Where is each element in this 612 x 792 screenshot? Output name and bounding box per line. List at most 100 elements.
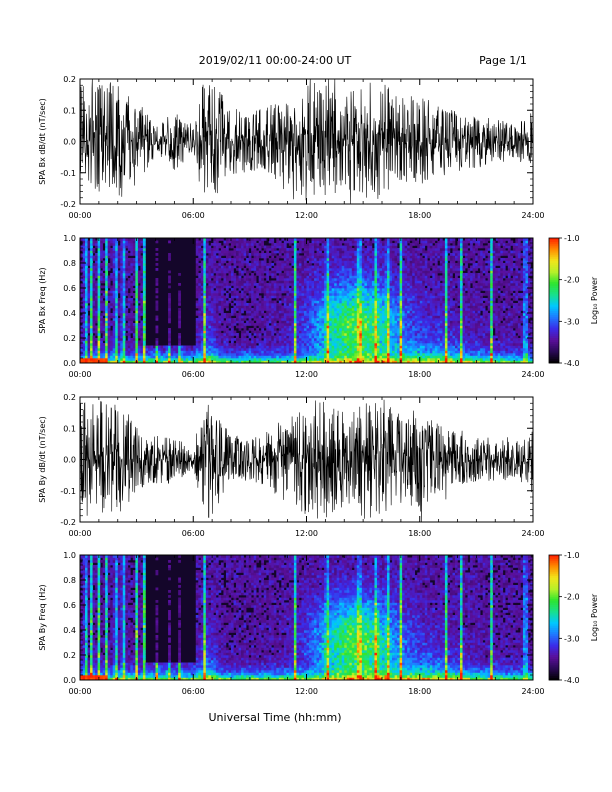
spectrogram-cell <box>150 353 154 356</box>
spectrogram-cell <box>321 275 325 279</box>
spectrogram-cell <box>331 238 335 241</box>
spectrogram-cell <box>329 298 332 301</box>
spectrogram-cell <box>82 335 86 339</box>
spectrogram-cell <box>346 273 350 276</box>
spectrogram-cell <box>107 318 111 321</box>
spectrogram-cell <box>95 308 98 311</box>
spectrogram-cell <box>331 265 335 269</box>
spectrogram-cell <box>85 278 88 281</box>
spectrogram-cell <box>238 295 242 299</box>
spectrogram-cell <box>205 295 209 299</box>
spectrogram-cell <box>266 245 270 249</box>
spectrogram-cell <box>210 343 214 346</box>
spectrogram-cell <box>324 240 327 244</box>
spectrogram-cell <box>273 303 277 306</box>
spectrogram-cell <box>281 245 285 249</box>
spectrogram-cell <box>248 318 252 321</box>
spectrogram-cell <box>261 323 265 326</box>
spectrogram-cell <box>256 295 259 299</box>
spectrogram-cell <box>266 323 270 326</box>
spectrogram-cell <box>130 265 134 269</box>
spectrogram-cell <box>364 355 368 359</box>
spectrogram-cell <box>115 335 119 339</box>
spectrogram-cell <box>208 285 212 289</box>
spectrogram-cell <box>258 340 262 344</box>
spectrogram-cell <box>120 295 124 299</box>
spectrogram-cell <box>311 300 315 304</box>
spectrogram-cell <box>351 248 355 251</box>
spectrogram-cell <box>376 290 380 294</box>
spectrogram-cell <box>158 353 161 356</box>
spectrogram-cell <box>326 323 330 326</box>
spectrogram-cell <box>137 258 141 261</box>
spectrogram-cell <box>293 298 297 301</box>
spectrogram-cell <box>155 295 159 299</box>
spectrogram-cell <box>213 253 217 256</box>
spectrogram-cell <box>112 308 116 311</box>
spectrogram-cell <box>366 313 370 316</box>
spectrogram-cell <box>354 278 358 281</box>
spectrogram-cell <box>331 270 335 274</box>
spectrogram-cell <box>371 263 375 266</box>
spectrogram-cell <box>112 328 116 331</box>
spectrogram-cell <box>291 353 295 356</box>
spectrogram-cell <box>225 355 229 359</box>
spectrogram-cell <box>331 318 335 321</box>
spectrogram-cell <box>298 358 302 361</box>
spectrogram-cell <box>233 353 237 356</box>
spectrogram-cell <box>296 298 300 301</box>
spectrogram-cell <box>223 345 227 349</box>
spectrogram-cell <box>326 345 330 349</box>
spectrogram-cell <box>268 263 272 266</box>
spectrogram-cell <box>137 340 141 344</box>
spectrogram-cell <box>223 355 227 359</box>
spectrogram-cell <box>115 270 119 274</box>
spectrogram-cell <box>303 330 307 334</box>
spectrogram-cell <box>334 358 337 361</box>
spectrogram-cell <box>140 300 144 304</box>
spectrogram-cell <box>266 298 270 301</box>
spectrogram-cell <box>341 285 345 289</box>
spectrogram-cell <box>120 325 124 329</box>
spectrogram-cell <box>100 343 103 346</box>
spectrogram-cell <box>309 338 312 341</box>
spectrogram-cell <box>314 340 317 344</box>
spectrogram-cell <box>334 250 337 254</box>
spectrogram-cell <box>223 278 227 281</box>
spectrogram-cell <box>301 273 305 276</box>
spectrogram-cell <box>213 295 217 299</box>
spectrogram-cell <box>160 350 164 354</box>
header-page-number: Page 1/1 <box>479 54 527 67</box>
spectrogram-cell <box>336 283 340 286</box>
spectrogram-cell <box>102 303 106 306</box>
spectrogram-cell <box>130 243 134 246</box>
spectrogram-cell <box>283 305 287 309</box>
spectrogram-cell <box>225 245 229 249</box>
spectrogram-cell <box>236 300 239 304</box>
spectrogram-cell <box>105 255 108 259</box>
spectrogram-cell <box>281 320 285 324</box>
spectrogram-cell <box>356 290 360 294</box>
spectrogram-cell <box>142 285 146 289</box>
spectrogram-cell <box>369 278 373 281</box>
spectrogram-cell <box>238 355 242 359</box>
spectrogram-cell <box>326 283 330 286</box>
spectrogram-cell <box>231 340 234 344</box>
spectrogram-cell <box>324 300 327 304</box>
spectrogram-cell <box>288 338 292 341</box>
spectrogram-cell <box>354 285 358 289</box>
spectrogram-cell <box>220 258 224 261</box>
spectrogram-cell <box>155 258 159 261</box>
spectrogram-cell <box>281 350 285 354</box>
spectrogram-cell <box>276 250 280 254</box>
spectrogram-cell <box>324 325 327 329</box>
spectrogram-cell <box>351 253 355 256</box>
spectrogram-cell <box>346 238 350 241</box>
spectrogram-cell <box>112 310 116 314</box>
spectrogram-cell <box>137 300 141 304</box>
spectrogram-cell <box>185 355 189 359</box>
spectrogram-cell <box>334 270 337 274</box>
spectrogram-cell <box>238 350 242 354</box>
spectrogram-cell <box>92 275 96 279</box>
spectrogram-cell <box>301 270 305 274</box>
